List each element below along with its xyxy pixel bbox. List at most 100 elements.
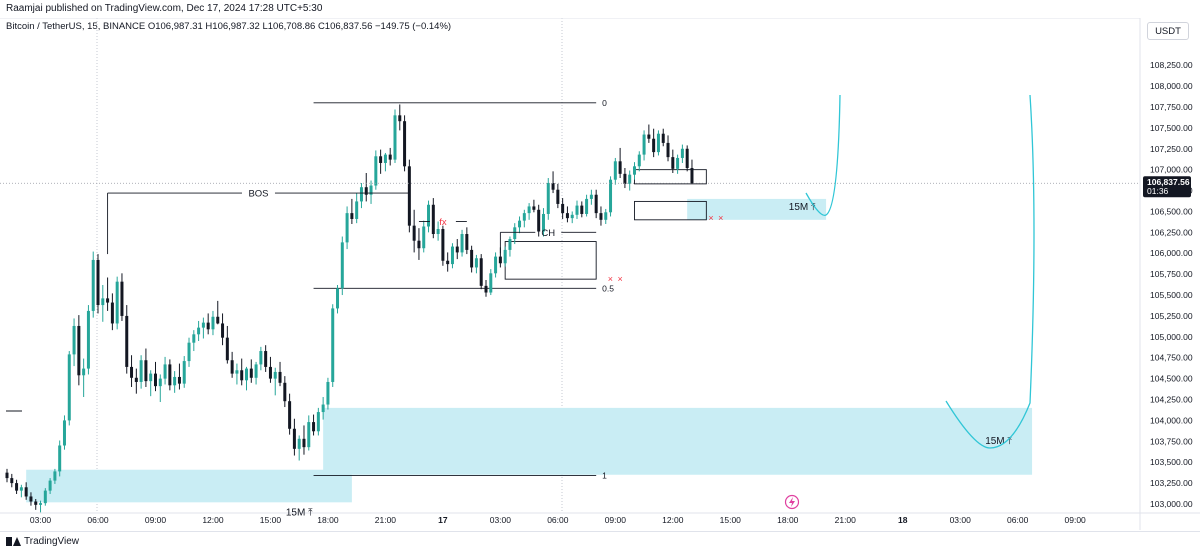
candle: [230, 351, 234, 378]
projection-curves: [805, 94, 1035, 449]
price-tick-label: 107,250.00: [1150, 144, 1193, 154]
time-tick-label: 21:00: [835, 515, 857, 525]
candle: [412, 209, 416, 253]
price-tick-label: 103,750.00: [1150, 436, 1193, 446]
candle: [67, 351, 71, 426]
candle: [489, 269, 493, 296]
candle-body: [173, 376, 177, 386]
range-box: [634, 200, 707, 221]
demand-zone: [323, 407, 1033, 475]
candle-body: [326, 381, 330, 405]
candle-body: [465, 234, 469, 250]
candle-body: [187, 342, 191, 362]
candle-body: [216, 316, 220, 324]
candles: [5, 104, 694, 513]
candle: [321, 397, 325, 420]
price-tick-label: 104,500.00: [1150, 374, 1193, 384]
candle: [494, 252, 498, 278]
candle: [48, 478, 52, 494]
candle-body: [666, 142, 670, 158]
candle: [173, 371, 177, 393]
candle: [632, 162, 636, 180]
candle-body: [436, 229, 440, 235]
candle: [77, 315, 81, 386]
candle: [91, 251, 95, 318]
candle-body: [489, 273, 493, 293]
candle-body: [417, 240, 421, 249]
candle: [58, 440, 62, 477]
demand-zone: [687, 198, 827, 220]
candle-body: [532, 206, 536, 210]
time-tick-label: 09:00: [605, 515, 627, 525]
candle-body: [628, 174, 632, 184]
price-tick-label: 105,250.00: [1150, 311, 1193, 321]
candle-body: [268, 366, 272, 379]
demand-zones: 15M ⤒ 15M ⤒ 15M ⤒: [26, 198, 1033, 518]
candle-body: [331, 308, 335, 382]
candle-body: [383, 154, 387, 163]
candle-body: [211, 316, 215, 330]
candle-body: [86, 310, 90, 369]
price-tick-label: 103,250.00: [1150, 478, 1193, 488]
candle: [24, 482, 28, 500]
candle-body: [613, 161, 617, 180]
candle-body: [230, 360, 234, 374]
candle-body: [264, 351, 268, 367]
candle-body: [522, 213, 526, 221]
candle-body: [642, 134, 646, 155]
candle: [508, 236, 512, 257]
candle-body: [67, 354, 71, 421]
candle: [546, 178, 550, 220]
tradingview-logo[interactable]: TradingView: [6, 536, 79, 547]
candle: [283, 376, 287, 408]
candle-body: [637, 154, 641, 167]
candle: [158, 374, 162, 403]
candle-body: [589, 194, 593, 199]
candle: [446, 252, 450, 272]
time-tick-label: 06:00: [1007, 515, 1029, 525]
candle: [479, 254, 483, 290]
candle-body: [221, 323, 225, 338]
candle-body: [307, 422, 311, 448]
range-box: [634, 169, 707, 185]
lightning-icon[interactable]: [784, 494, 800, 510]
candle: [561, 198, 565, 219]
candle: [153, 361, 157, 392]
candle-body: [479, 258, 483, 286]
candle: [474, 254, 478, 274]
candle-body: [503, 249, 507, 264]
time-tick-label: 17: [438, 515, 448, 525]
candle: [537, 204, 541, 237]
candle: [187, 337, 191, 367]
candle-body: [273, 371, 277, 379]
candle: [599, 206, 603, 226]
candle-body: [249, 368, 253, 378]
currency-button[interactable]: USDT: [1147, 22, 1189, 40]
candle-body: [484, 285, 488, 293]
candle-body: [53, 471, 57, 481]
candle: [43, 488, 47, 506]
candle-body: [62, 420, 66, 446]
candle: [436, 221, 440, 241]
price-axis[interactable]: 103,000.00 103,250.00 103,500.00 103,750.00…: [1150, 60, 1193, 509]
last-price-background: [1143, 176, 1191, 198]
candle-body: [130, 366, 134, 378]
candle: [594, 189, 598, 219]
candle-body: [15, 483, 19, 491]
candle-body: [240, 370, 244, 381]
candle-body: [134, 377, 138, 382]
time-axis[interactable]: 03:00 06:00 09:00 12:00 15:00 18:00 21:00 17 03:…: [30, 515, 1086, 525]
footer: TradingView: [0, 531, 1200, 552]
candle: [637, 151, 641, 172]
price-tick-label: 103,500.00: [1150, 457, 1193, 467]
candle-body: [340, 242, 344, 289]
candle: [39, 500, 43, 513]
price-tick-label: 103,000.00: [1150, 499, 1193, 509]
candle: [340, 236, 344, 296]
fib-level-label: 1: [602, 471, 607, 481]
time-tick-label: 03:00: [950, 515, 972, 525]
candle-body: [403, 121, 407, 167]
candle: [312, 414, 316, 436]
candle: [10, 473, 14, 488]
